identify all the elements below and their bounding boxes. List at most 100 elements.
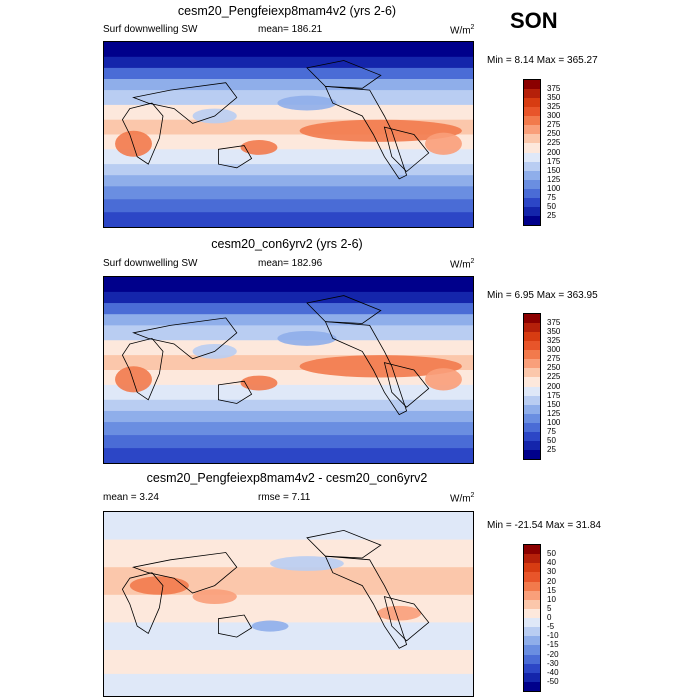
map-band [104, 56, 473, 69]
panel-2-title: cesm20_con6yrv2 (yrs 2-6) [211, 237, 363, 251]
colorbar-box [524, 215, 540, 225]
colorbar-box [524, 681, 540, 691]
colorbar-box [524, 422, 540, 432]
panel-2-stat: mean= 182.96 [258, 258, 323, 269]
panel-2-colorbar [523, 313, 541, 460]
colorbar-box [524, 116, 540, 126]
panel-2-map-field [104, 277, 473, 463]
map-anomaly [270, 556, 344, 571]
map-anomaly [251, 620, 289, 632]
colorbar-tick-label: 10 [547, 594, 556, 604]
panel-2-minmax: Min = 6.95 Max = 363.95 [487, 290, 598, 301]
colorbar-box [524, 413, 540, 423]
panel-2-units: W/m2 [450, 258, 475, 271]
colorbar-tick-label: -50 [547, 676, 559, 686]
map-band [104, 186, 473, 200]
colorbar-tick-label: 225 [547, 372, 561, 382]
season-label: SON [510, 8, 558, 33]
panel-1-minmax: Min = 8.14 Max = 365.27 [487, 55, 598, 66]
continent-outline [383, 596, 430, 642]
panel-2-left-label: Surf downwelling SW [103, 258, 198, 269]
colorbar-tick-label: 100 [547, 183, 561, 193]
colorbar-box [524, 332, 540, 342]
continent-outline [132, 82, 238, 124]
map-band [104, 277, 473, 293]
colorbar-tick-label: 0 [547, 613, 552, 622]
colorbar-tick-label: -30 [547, 658, 559, 668]
colorbar-box [524, 572, 540, 582]
panel-1-left-label: Surf downwelling SW [103, 24, 198, 35]
colorbar-tick-label: 175 [547, 390, 561, 400]
colorbar-box [524, 590, 540, 600]
colorbar-box [524, 134, 540, 144]
continent-outline [121, 572, 164, 634]
colorbar-tick-label: 75 [547, 192, 556, 202]
colorbar-tick-label: 25 [547, 444, 556, 454]
colorbar-box [524, 440, 540, 450]
colorbar-box [524, 89, 540, 99]
map-anomaly [240, 375, 278, 391]
map-band [104, 512, 473, 541]
colorbar-box [524, 404, 540, 414]
colorbar-tick-label: 375 [547, 84, 561, 94]
map-anomaly [299, 119, 462, 142]
colorbar-box [524, 314, 540, 324]
colorbar-box [524, 618, 540, 628]
map-band [104, 42, 473, 58]
colorbar-tick-label: 5 [547, 603, 552, 613]
continent-outline [324, 555, 408, 649]
map-band [104, 650, 473, 675]
colorbar-tick-label: -15 [547, 640, 559, 650]
colorbar-tick-label: 40 [547, 558, 556, 568]
continent-outline [218, 145, 253, 169]
colorbar-tick-label: 125 [547, 408, 561, 418]
panel-3-map [103, 511, 474, 697]
continent-outline [324, 321, 408, 416]
map-band [104, 410, 473, 423]
colorbar-box [524, 645, 540, 655]
colorbar-box [524, 608, 540, 618]
colorbar-tick-label: 250 [547, 363, 561, 373]
map-anomaly [299, 355, 462, 378]
colorbar-box [524, 672, 540, 682]
colorbar-tick-label: -10 [547, 631, 559, 641]
continent-outline [121, 102, 164, 165]
colorbar-tick-label: 50 [547, 435, 556, 445]
panel-1-colorbar [523, 79, 541, 226]
map-band [104, 384, 473, 401]
colorbar-box [524, 188, 540, 198]
continent-outline [383, 126, 430, 173]
map-anomaly [240, 140, 278, 155]
map-band [104, 291, 473, 304]
map-anomaly [277, 330, 337, 346]
colorbar-box [524, 143, 540, 153]
continent-outline [383, 362, 430, 408]
colorbar-box [524, 545, 540, 555]
panel-1-map-field [104, 42, 473, 227]
colorbar-box [524, 599, 540, 609]
continent-outline [132, 552, 238, 594]
continent-outline [306, 295, 382, 324]
colorbar-tick-label: 125 [547, 174, 561, 184]
map-band [104, 164, 473, 176]
colorbar-box [524, 179, 540, 189]
colorbar-tick-label: 325 [547, 336, 561, 346]
colorbar-tick-label: 300 [547, 111, 561, 121]
colorbar-tick-label: 50 [547, 549, 556, 559]
map-band [104, 399, 473, 412]
colorbar-tick-label: 50 [547, 201, 556, 211]
map-band [104, 79, 473, 91]
map-band [104, 199, 473, 213]
colorbar-box [524, 563, 540, 573]
map-anomaly [277, 95, 337, 111]
panel-3-colorbar [523, 544, 541, 692]
colorbar-box [524, 98, 540, 108]
map-band [104, 435, 473, 449]
colorbar-box [524, 654, 540, 664]
colorbar-box [524, 368, 540, 378]
colorbar-box [524, 554, 540, 564]
colorbar-tick-label: 75 [547, 426, 556, 436]
map-band [104, 314, 473, 326]
map-band [104, 622, 473, 651]
map-band [104, 175, 473, 187]
